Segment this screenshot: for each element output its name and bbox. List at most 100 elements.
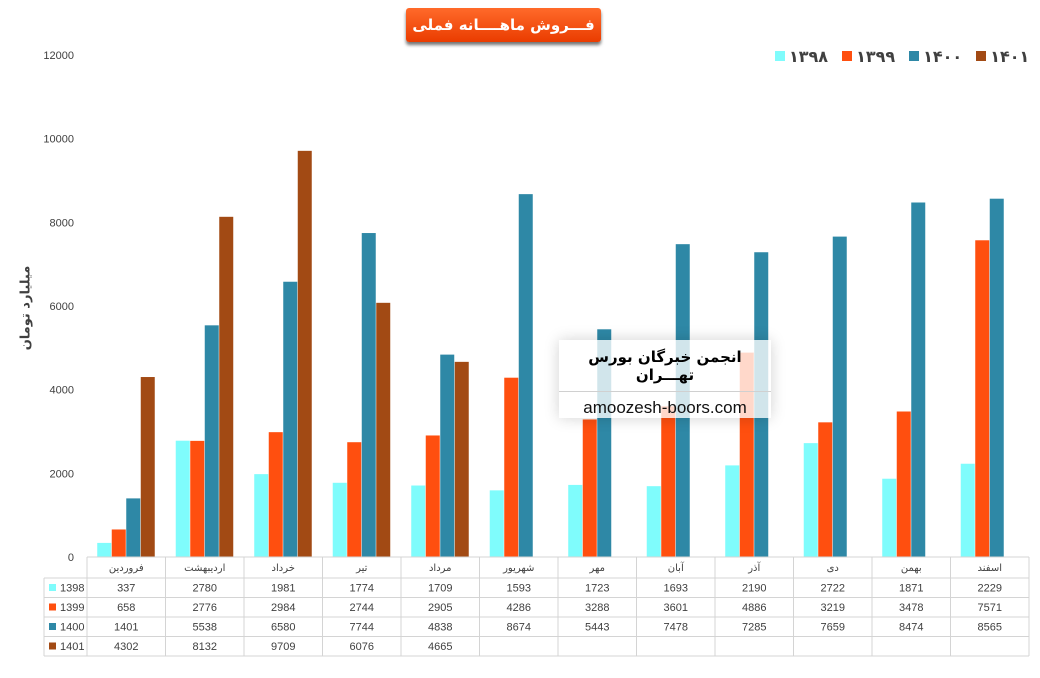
bar-1399-12 xyxy=(975,240,990,557)
legend-label: ۱۳۹۸ xyxy=(789,46,829,66)
y-tick-label: 2000 xyxy=(50,468,74,480)
table-cell-value: 1401 xyxy=(114,622,138,634)
legend-label: ۱۳۹۹ xyxy=(856,46,896,66)
bar-1398-12 xyxy=(960,463,975,557)
watermark: انجمن خبرگان بورس تهـــران amoozesh-boor… xyxy=(559,340,771,418)
table-cell-value: 337 xyxy=(117,583,135,595)
y-tick-label: 0 xyxy=(68,552,74,564)
table-legend-key xyxy=(49,642,56,650)
bar-1401-2 xyxy=(219,216,234,557)
bars-group xyxy=(97,150,1004,558)
table-cell-value: 1981 xyxy=(271,583,295,595)
bar-1398-6 xyxy=(489,490,504,557)
bar-1399-6 xyxy=(504,377,519,557)
bar-1398-4 xyxy=(332,482,347,557)
table-cell-value: 2984 xyxy=(271,602,295,614)
y-tick-label: 10000 xyxy=(43,134,74,146)
bar-1398-7 xyxy=(568,484,583,557)
x-tick-label: خرداد xyxy=(272,563,295,574)
table-legend-key xyxy=(49,584,56,591)
bar-1400-5 xyxy=(440,354,455,557)
x-tick-label: مهر xyxy=(589,563,605,574)
table-cell-value: 2905 xyxy=(428,602,452,614)
legend-item-1400: ۱۴۰۰ xyxy=(909,47,962,66)
y-tick-label: 6000 xyxy=(50,301,74,313)
table-cell-value: 8474 xyxy=(899,622,923,634)
legend: ۱۳۹۸ ۱۳۹۹ ۱۴۰۰ ۱۴۰۱ xyxy=(775,46,1029,66)
legend-swatch xyxy=(976,51,987,61)
bar-1399-10 xyxy=(818,422,833,557)
bar-1401-1 xyxy=(140,377,155,557)
y-tick-label: 12000 xyxy=(43,50,74,62)
x-tick-label: اسفند xyxy=(978,563,1002,574)
table-cell-value: 1593 xyxy=(507,583,531,595)
table-cell-value: 658 xyxy=(117,602,135,614)
table-cell-value: 4302 xyxy=(114,641,138,653)
table-cell-value: 5538 xyxy=(193,622,217,634)
legend-swatch xyxy=(842,51,853,61)
table-cell-value: 1723 xyxy=(585,583,609,595)
table-cell-value: 3219 xyxy=(821,602,845,614)
bar-1399-1 xyxy=(111,529,126,557)
bar-1400-11 xyxy=(911,202,926,557)
x-tick-label: تیر xyxy=(355,563,368,574)
bar-1398-10 xyxy=(803,443,818,557)
x-tick-label: شهریور xyxy=(502,563,534,574)
legend-item-1399: ۱۳۹۹ xyxy=(842,47,895,66)
table-cell-value: 7744 xyxy=(350,622,374,634)
table-cell-value: 3601 xyxy=(664,602,688,614)
x-tick-label: آذر xyxy=(747,561,761,574)
legend-label: ۱۴۰۱ xyxy=(990,46,1030,66)
bar-1398-2 xyxy=(175,440,190,557)
table-cell-value: 8674 xyxy=(507,622,531,634)
bar-1400-6 xyxy=(518,194,533,557)
bar-1401-3 xyxy=(297,150,312,557)
watermark-divider xyxy=(559,391,771,392)
bar-1400-4 xyxy=(361,233,376,558)
legend-swatch xyxy=(775,51,785,61)
bar-1399-8 xyxy=(661,406,676,557)
table-cell-value: 4886 xyxy=(742,602,766,614)
bar-1400-2 xyxy=(204,325,219,557)
y-axis: 0 2000 4000 6000 8000 10000 12000 xyxy=(43,50,74,564)
table-cell-value: 2722 xyxy=(821,583,845,595)
bar-1399-5 xyxy=(425,435,440,557)
legend-label: ۱۴۰۰ xyxy=(923,46,963,66)
legend-swatch xyxy=(909,51,920,61)
watermark-title: انجمن خبرگان بورس تهـــران xyxy=(588,348,742,384)
x-tick-label: دی xyxy=(827,563,839,574)
table-cell-value: 4665 xyxy=(428,641,452,653)
table-cell-value: 7571 xyxy=(978,602,1002,614)
bar-1400-10 xyxy=(832,236,847,557)
table-cell-value: 1774 xyxy=(350,583,374,595)
bar-1398-3 xyxy=(254,474,269,557)
x-tick-label: آبان xyxy=(668,561,685,574)
table-cell-value: 3288 xyxy=(585,602,609,614)
bar-1399-2 xyxy=(190,440,205,557)
bar-1399-11 xyxy=(896,411,911,557)
bar-1398-11 xyxy=(882,478,897,557)
table-cell-value: 2190 xyxy=(742,583,766,595)
bar-1401-5 xyxy=(454,361,469,557)
table-cell-value: 3478 xyxy=(899,602,923,614)
table-row-label: 1399 xyxy=(60,602,84,614)
y-axis-label: میلیارد تومان xyxy=(18,265,34,351)
table-cell-value: 1709 xyxy=(428,583,452,595)
legend-item-1401: ۱۴۰۱ xyxy=(976,47,1029,66)
table-cell-value: 8132 xyxy=(193,641,217,653)
table-cell-value: 6580 xyxy=(271,622,295,634)
bar-1398-1 xyxy=(97,542,112,557)
data-table: فروردین اردیبهشت خرداد تیر مرداد شهریور مهر آبا… xyxy=(43,556,1030,657)
bar-1398-9 xyxy=(725,465,740,557)
bar-1399-4 xyxy=(347,442,362,557)
bar-1398-8 xyxy=(646,486,661,557)
y-tick-label: 8000 xyxy=(50,217,74,229)
bar-1401-4 xyxy=(376,302,391,557)
table-cell-value: 7659 xyxy=(821,622,845,634)
x-tick-label: مرداد xyxy=(429,563,452,574)
table-row-label: 1398 xyxy=(60,583,84,595)
watermark-url: amoozesh-boors.com xyxy=(583,398,747,417)
x-tick-label: بهمن xyxy=(901,563,922,574)
x-tick-label: فروردین xyxy=(109,563,144,574)
